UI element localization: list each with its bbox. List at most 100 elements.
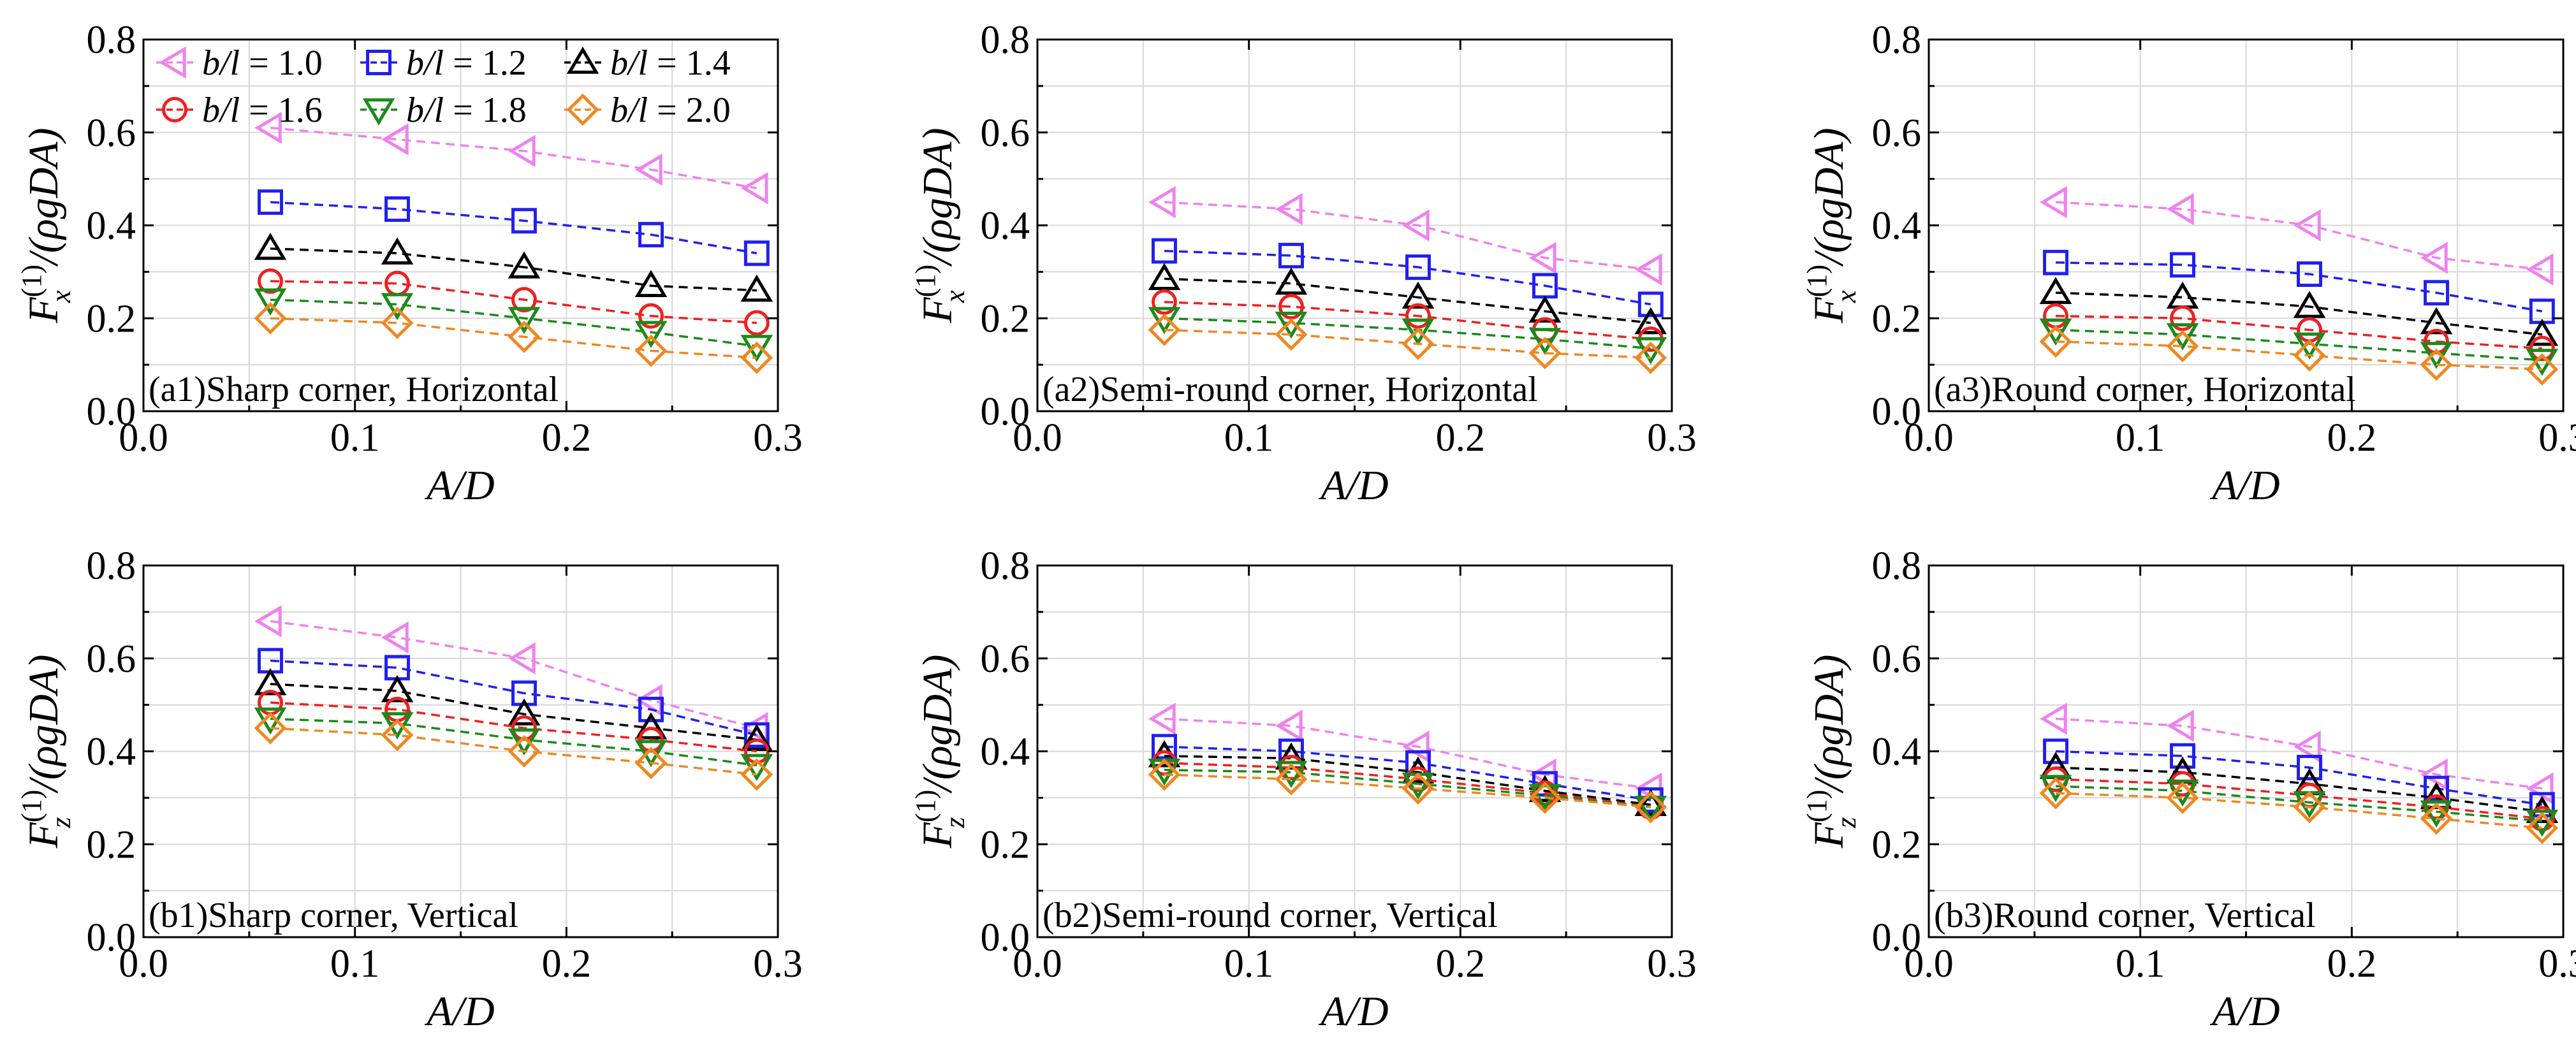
y-tick-label: 0.2 — [1872, 297, 1922, 340]
x-tick-label: 0.1 — [330, 942, 380, 986]
data-point — [2040, 186, 2067, 219]
y-tick-label: 0.0 — [1872, 390, 1922, 434]
data-point — [384, 655, 410, 681]
data-point — [2420, 307, 2453, 335]
data-point — [508, 307, 541, 335]
y-tick-label: 0.4 — [1872, 205, 1922, 248]
series-line — [270, 201, 757, 254]
y-tick-label: 0.8 — [1872, 544, 1922, 588]
grid-lines — [1037, 565, 1672, 937]
y-tick-label: 0.4 — [87, 205, 136, 248]
data-point — [1634, 253, 1662, 286]
data-point — [1634, 796, 1667, 823]
series-6 — [2039, 777, 2559, 845]
x-tick-label: 0.2 — [2327, 416, 2377, 460]
data-point — [1275, 193, 1303, 226]
panel-b3: 0.0 0.1 0.2 0.3 0.0 0.2 0.4 0.6 0.8 A/D F(1)z/(ρgD… — [1801, 544, 2576, 1035]
y-tick-label: 0.2 — [981, 297, 1030, 340]
series-line — [1164, 300, 1651, 340]
data-point — [2166, 781, 2199, 814]
panel-annotation: (b3)Round corner, Vertical — [1934, 896, 2316, 935]
panel-b1: 0.0 0.1 0.2 0.3 0.0 0.2 0.4 0.6 0.8 A/D F(1)z/(ρgD… — [16, 544, 803, 1035]
data-point — [508, 728, 541, 756]
legend-item: b/l = 1.6 — [156, 91, 323, 130]
series-1 — [254, 112, 768, 205]
legend-label: b/l = 2.0 — [610, 91, 731, 130]
series-2 — [2043, 249, 2555, 324]
data-point — [634, 321, 668, 348]
data-point — [2526, 253, 2554, 286]
data-point — [2293, 339, 2326, 372]
data-point — [740, 724, 773, 751]
y-tick-label: 0.8 — [87, 18, 136, 62]
y-tick-label: 0.0 — [981, 390, 1030, 434]
data-point — [1278, 242, 1304, 268]
data-point — [1634, 789, 1667, 817]
x-tick-label: 0.1 — [2116, 942, 2165, 986]
y-tick-label: 0.0 — [87, 390, 136, 434]
x-tick-label: 0.3 — [753, 942, 803, 986]
legend-label: b/l = 1.0 — [202, 43, 323, 83]
data-point — [1532, 273, 1558, 299]
x-tick-label: 0.0 — [1904, 942, 1954, 986]
data-point — [2039, 318, 2072, 346]
data-point — [1634, 307, 1667, 335]
x-tick-label: 0.0 — [1013, 942, 1062, 986]
x-tick-label: 0.3 — [2538, 416, 2576, 460]
data-point — [2424, 280, 2449, 306]
data-point — [1401, 318, 1435, 346]
x-tick-label: 0.0 — [119, 416, 168, 460]
data-point — [2293, 791, 2326, 824]
series-line — [270, 298, 757, 347]
data-point — [2526, 353, 2559, 386]
x-tick-label: 0.0 — [1013, 416, 1062, 460]
data-point — [1402, 209, 1430, 242]
series-line — [1164, 768, 1651, 808]
data-point — [1275, 710, 1303, 742]
series-line — [270, 620, 757, 729]
data-point — [635, 153, 662, 186]
series-5 — [254, 288, 773, 362]
grid-lines — [1037, 40, 1672, 411]
data-point — [381, 293, 414, 321]
series-line — [2055, 792, 2542, 829]
series-line — [2055, 314, 2542, 350]
series-line — [2055, 340, 2542, 371]
grid-lines — [1929, 565, 2563, 937]
series-6 — [1148, 314, 1667, 374]
data-point — [1528, 328, 1562, 355]
data-point — [1634, 791, 1667, 824]
data-point — [1405, 303, 1431, 329]
legend-label: b/l = 1.2 — [406, 43, 527, 83]
x-tick-label: 0.1 — [330, 416, 380, 460]
panel-a2: 0.0 0.1 0.2 0.3 0.0 0.2 0.4 0.6 0.8 A/D F(1)x/(ρgD… — [910, 18, 1697, 509]
panel-annotation: (a2)Semi-round corner, Horizontal — [1043, 370, 1538, 409]
data-point — [381, 621, 409, 654]
data-point — [1529, 242, 1556, 274]
y-tick-label: 0.6 — [1872, 638, 1922, 681]
data-point — [508, 251, 541, 279]
series-1 — [1148, 186, 1662, 286]
data-point — [1148, 307, 1181, 335]
data-point — [511, 208, 537, 234]
y-tick-label: 0.6 — [1872, 112, 1922, 155]
legend-item: b/l = 2.0 — [564, 91, 731, 130]
series-line — [2055, 328, 2542, 361]
series-1 — [2040, 186, 2554, 286]
data-point — [258, 189, 283, 215]
y-tick-label: 0.2 — [87, 297, 136, 340]
series-6 — [254, 711, 773, 791]
data-point — [1278, 294, 1304, 320]
data-point — [2170, 305, 2195, 332]
y-tick-label: 0.4 — [981, 205, 1030, 248]
series-line — [270, 683, 757, 741]
x-axis-label: A/D — [1318, 462, 1388, 509]
data-point — [2166, 330, 2199, 363]
data-point — [254, 711, 287, 745]
data-point — [381, 123, 409, 156]
series-line — [270, 317, 757, 359]
data-point — [381, 718, 414, 752]
x-tick-label: 0.2 — [1436, 942, 1486, 986]
legend-marker — [366, 50, 392, 75]
